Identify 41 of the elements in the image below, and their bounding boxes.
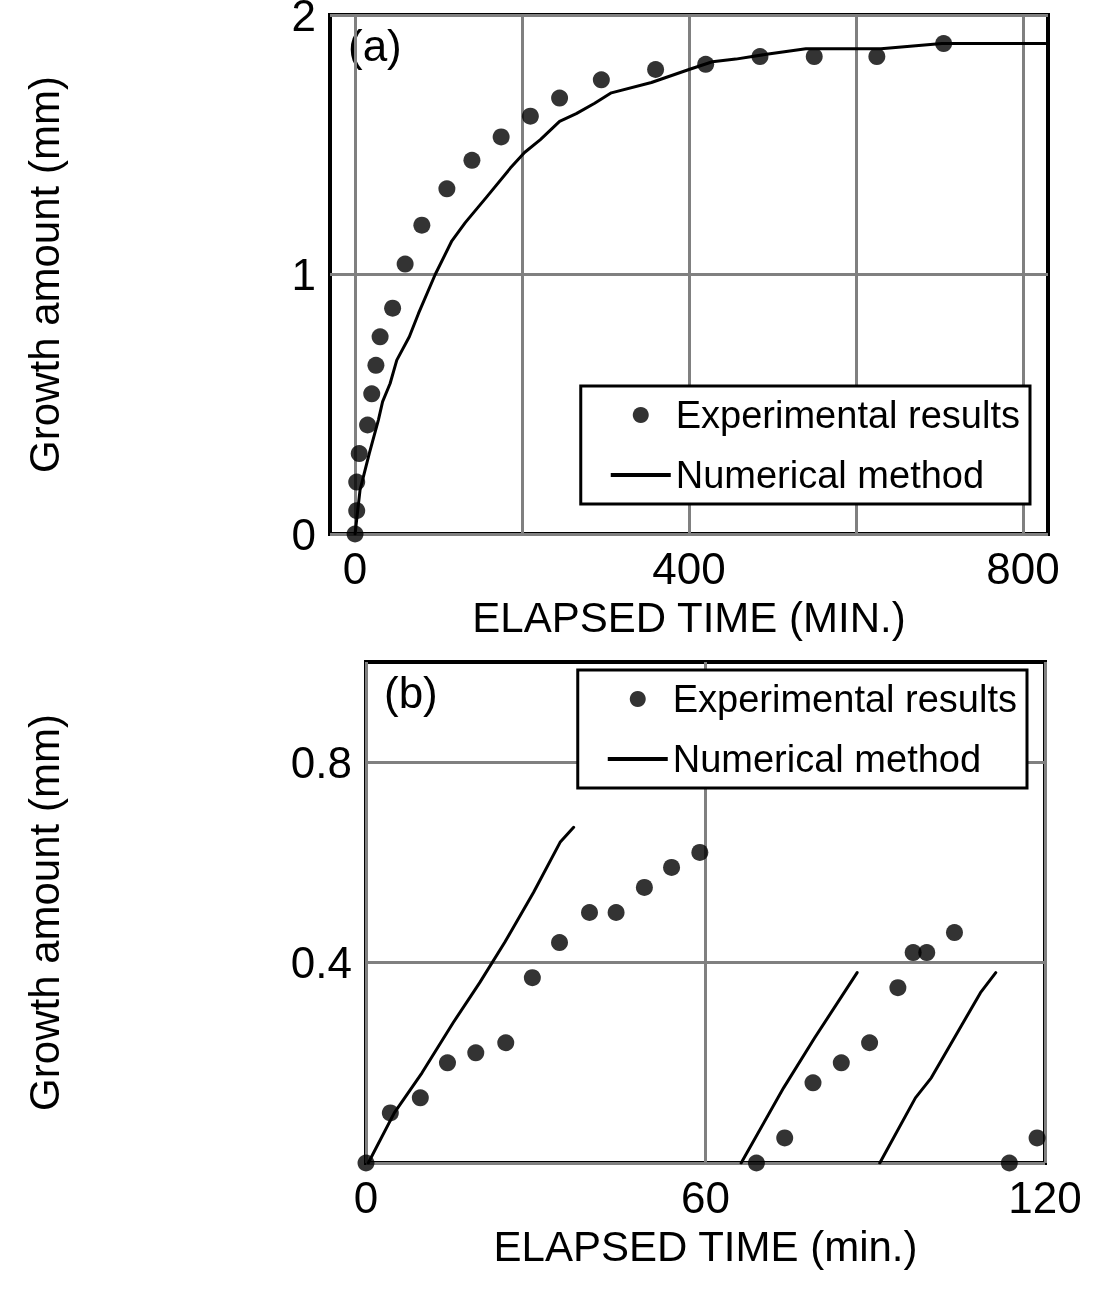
x-tick-label: 400 xyxy=(652,543,726,593)
y-tick-label: 0 xyxy=(291,509,316,559)
point xyxy=(439,1054,456,1072)
point xyxy=(832,1054,850,1072)
x-tick-label: 800 xyxy=(986,543,1060,593)
y-axis-title: Growth amount (mm) xyxy=(20,714,68,1111)
point xyxy=(918,944,936,962)
point xyxy=(691,843,709,861)
legend-label: Numerical method xyxy=(675,454,985,496)
point xyxy=(381,1104,399,1122)
annotation: (b) xyxy=(384,667,438,717)
x-axis-title: ELAPSED TIME (MIN.) xyxy=(472,593,906,641)
point xyxy=(411,1089,429,1107)
point xyxy=(357,1154,375,1172)
point xyxy=(776,1129,794,1147)
y-tick-label: 0.4 xyxy=(290,938,352,988)
x-tick-label: 120 xyxy=(1008,1172,1082,1222)
point xyxy=(1000,1154,1018,1172)
point xyxy=(497,1034,515,1052)
point xyxy=(607,904,625,921)
point xyxy=(804,1074,822,1092)
point xyxy=(551,934,569,952)
legend-label: Experimental results xyxy=(672,678,1017,720)
y-axis-title: Growth amount (mm) xyxy=(20,76,68,473)
legend-label: Numerical method xyxy=(672,738,982,780)
y-tick-label: 2 xyxy=(291,0,316,40)
point xyxy=(1028,1129,1046,1147)
point xyxy=(581,904,598,921)
point xyxy=(635,878,653,896)
y-tick-label: 0.8 xyxy=(290,737,352,787)
point xyxy=(523,969,541,987)
point xyxy=(663,858,681,876)
point xyxy=(945,924,963,942)
legend-label: Experimental results xyxy=(675,394,1020,436)
x-axis-title: ELAPSED TIME (min.) xyxy=(493,1222,918,1270)
point xyxy=(861,1034,879,1052)
point xyxy=(889,979,907,997)
point xyxy=(467,1044,485,1062)
y-tick-label: 1 xyxy=(291,250,316,299)
x-tick-label: 60 xyxy=(681,1172,730,1222)
point xyxy=(747,1154,765,1172)
